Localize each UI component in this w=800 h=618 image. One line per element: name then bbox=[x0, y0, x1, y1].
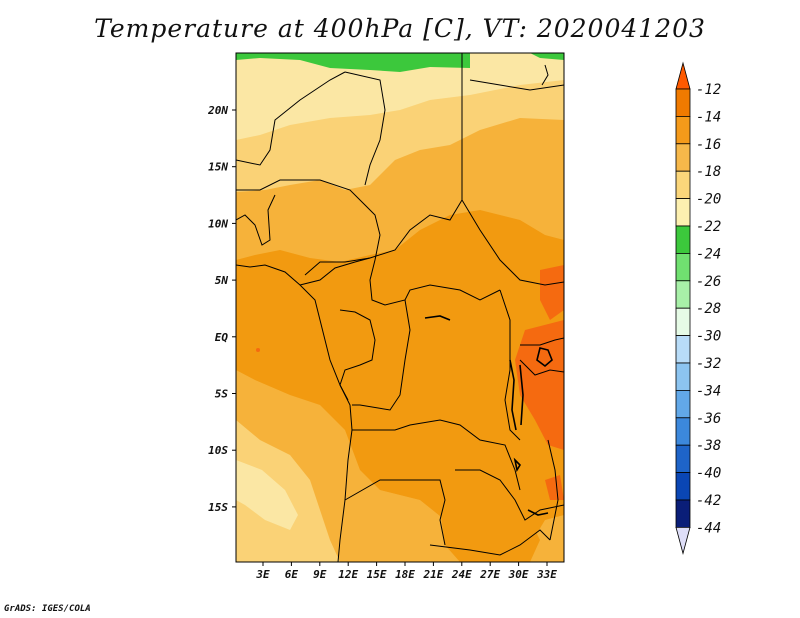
lat-label: 10N bbox=[208, 217, 228, 230]
colorbar-swatch bbox=[675, 499, 691, 528]
lon-label: 18E bbox=[395, 568, 415, 581]
colorbar-swatch bbox=[675, 417, 691, 446]
colorbar-label: -14 bbox=[696, 109, 721, 125]
lon-label: 30E bbox=[508, 568, 529, 581]
colorbar-swatch bbox=[675, 472, 691, 501]
lon-label: 33E bbox=[536, 568, 557, 581]
colorbar-swatch bbox=[675, 280, 691, 309]
colorbar-top-arrow bbox=[675, 61, 691, 90]
lat-label: 15N bbox=[208, 161, 228, 174]
colorbar-swatch bbox=[675, 362, 691, 391]
colorbar-swatch bbox=[675, 307, 691, 337]
colorbar-label: -18 bbox=[696, 164, 721, 180]
lon-label: 27E bbox=[479, 568, 500, 581]
lat-label: 20N bbox=[207, 104, 228, 117]
colorbar-swatch bbox=[675, 116, 691, 145]
lat-label: 5N bbox=[215, 274, 229, 287]
colorbar-label: -34 bbox=[696, 383, 721, 399]
colorbar-label: -28 bbox=[696, 301, 721, 317]
field-minus14-southeast bbox=[440, 500, 540, 562]
colorbar-swatch bbox=[675, 389, 691, 419]
field-minus24-northeast bbox=[530, 53, 564, 60]
colorbar-swatch bbox=[675, 143, 691, 172]
lon-label: 24E bbox=[451, 568, 472, 581]
longitude-axis: 3E 6E 9E 12E 15E 18E 21E 24E 27E 30E 33E bbox=[255, 562, 557, 581]
colorbar-label: -44 bbox=[696, 520, 721, 536]
colorbar-swatch bbox=[675, 170, 691, 199]
field-minus20-north bbox=[236, 53, 564, 140]
colorbar-swatch bbox=[675, 198, 691, 227]
latitude-axis: 20N 15N 10N 5N EQ 5S 10S 15S bbox=[207, 104, 236, 514]
lat-label: 5S bbox=[215, 388, 229, 401]
colorbar-swatch bbox=[675, 444, 691, 474]
grads-credit: GrADS: IGES/COLA bbox=[4, 604, 91, 614]
colorbar-swatch bbox=[675, 225, 691, 254]
temperature-field bbox=[236, 53, 564, 562]
colorbar-label: -32 bbox=[696, 356, 721, 372]
lon-label: 6E bbox=[285, 568, 299, 581]
colorbar-label: -12 bbox=[696, 82, 721, 98]
colorbar-swatch bbox=[675, 88, 691, 117]
field-minus12-east1 bbox=[540, 265, 564, 320]
map-frame bbox=[235, 52, 565, 563]
colorbar-label: -40 bbox=[696, 466, 721, 482]
field-minus12-spot bbox=[256, 348, 260, 352]
field-minus24-north bbox=[236, 53, 470, 72]
colorbar-label: -38 bbox=[696, 438, 721, 454]
colorbar-swatch bbox=[675, 252, 691, 282]
lat-label: 15S bbox=[208, 501, 228, 514]
colorbar-label: -30 bbox=[696, 329, 721, 345]
colorbar-label: -26 bbox=[696, 274, 721, 290]
lon-label: 3E bbox=[255, 568, 270, 581]
lat-label: 10S bbox=[208, 444, 228, 457]
colorbar-swatch bbox=[675, 335, 691, 364]
field-minus12-east2 bbox=[515, 320, 564, 450]
colorbar: -12 -14 -16 -18 -20 -22 -24 -26 -28 -30 -32 -34 -36 -… bbox=[675, 61, 721, 555]
colorbar-label: -42 bbox=[696, 493, 721, 509]
lon-label: 9E bbox=[313, 568, 327, 581]
colorbar-label: -22 bbox=[696, 219, 721, 235]
field-minus20-south bbox=[236, 460, 298, 530]
country-borders bbox=[236, 53, 564, 562]
colorbar-label: -20 bbox=[696, 192, 721, 208]
field-minus18-south bbox=[236, 420, 340, 562]
colorbar-label: -16 bbox=[696, 137, 721, 153]
lon-label: 15E bbox=[367, 568, 387, 581]
lat-label: EQ bbox=[215, 331, 229, 344]
lon-label: 21E bbox=[422, 568, 443, 581]
colorbar-bottom-arrow bbox=[675, 527, 691, 555]
field-minus12-east3 bbox=[545, 475, 564, 500]
colorbar-label: -36 bbox=[696, 411, 721, 427]
lon-label: 12E bbox=[338, 568, 358, 581]
colorbar-label: -24 bbox=[696, 246, 721, 262]
lakes bbox=[424, 315, 553, 516]
chart-title: Temperature at 400hPa [C], VT: 202004120… bbox=[94, 14, 706, 43]
